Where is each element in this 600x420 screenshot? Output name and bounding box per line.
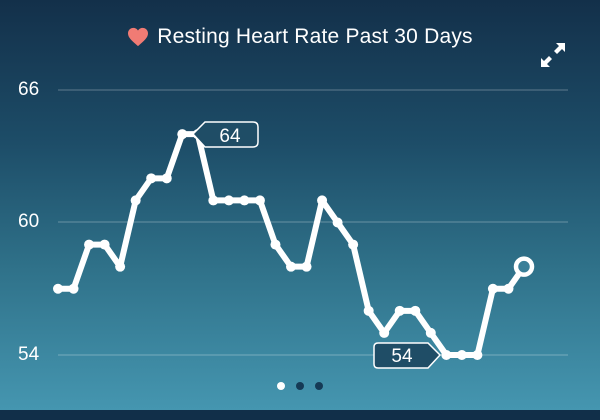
data-point: [115, 261, 126, 272]
data-point: [286, 261, 296, 272]
min-callout: 54: [373, 342, 442, 369]
chart-header: Resting Heart Rate Past 30 Days: [0, 25, 600, 49]
gridlines: [58, 89, 568, 356]
data-point: [99, 239, 110, 250]
heart-rate-series: [53, 129, 535, 360]
data-point: [161, 173, 172, 184]
data-point: [208, 195, 219, 206]
data-point: [301, 261, 312, 272]
page-dot-3[interactable]: [315, 382, 323, 390]
data-point: [410, 305, 421, 316]
y-axis-label-66: 66: [18, 79, 40, 100]
max-callout: 64: [191, 121, 259, 148]
series-line: [55, 131, 527, 358]
data-point: [130, 195, 141, 206]
expand-arrows-icon[interactable]: [538, 40, 568, 70]
data-point: [254, 195, 265, 206]
bottom-bar: [0, 410, 600, 420]
data-point: [441, 350, 452, 360]
max-callout-label: 64: [219, 126, 241, 147]
data-point: [472, 350, 483, 360]
current-point-marker: [513, 256, 535, 277]
data-point: [270, 239, 281, 250]
y-axis-label-60: 60: [18, 211, 40, 232]
data-point: [348, 239, 359, 250]
data-point: [53, 283, 63, 294]
page-indicator: [0, 382, 600, 390]
page-dot-1[interactable]: [277, 382, 285, 390]
data-point: [394, 305, 405, 316]
page-dot-2[interactable]: [296, 382, 304, 390]
data-point: [425, 327, 436, 338]
data-point: [146, 173, 157, 184]
chart-card: Resting Heart Rate Past 30 Days 66 60 54…: [0, 0, 600, 410]
data-point: [487, 283, 498, 294]
data-point: [177, 129, 188, 140]
data-point: [68, 283, 79, 294]
data-point: [456, 350, 467, 360]
data-point: [379, 327, 390, 338]
data-point: [317, 195, 328, 206]
heart-icon: [128, 27, 149, 47]
chart-title: Resting Heart Rate Past 30 Days: [157, 25, 473, 48]
data-point: [503, 283, 514, 294]
data-point: [239, 195, 250, 206]
data-point: [363, 305, 374, 316]
data-point: [84, 239, 95, 250]
y-axis-label-54: 54: [18, 344, 40, 365]
min-callout-label: 54: [391, 346, 413, 367]
data-point: [332, 217, 343, 228]
data-point: [223, 195, 234, 206]
line-chart: 64 54: [53, 89, 568, 369]
